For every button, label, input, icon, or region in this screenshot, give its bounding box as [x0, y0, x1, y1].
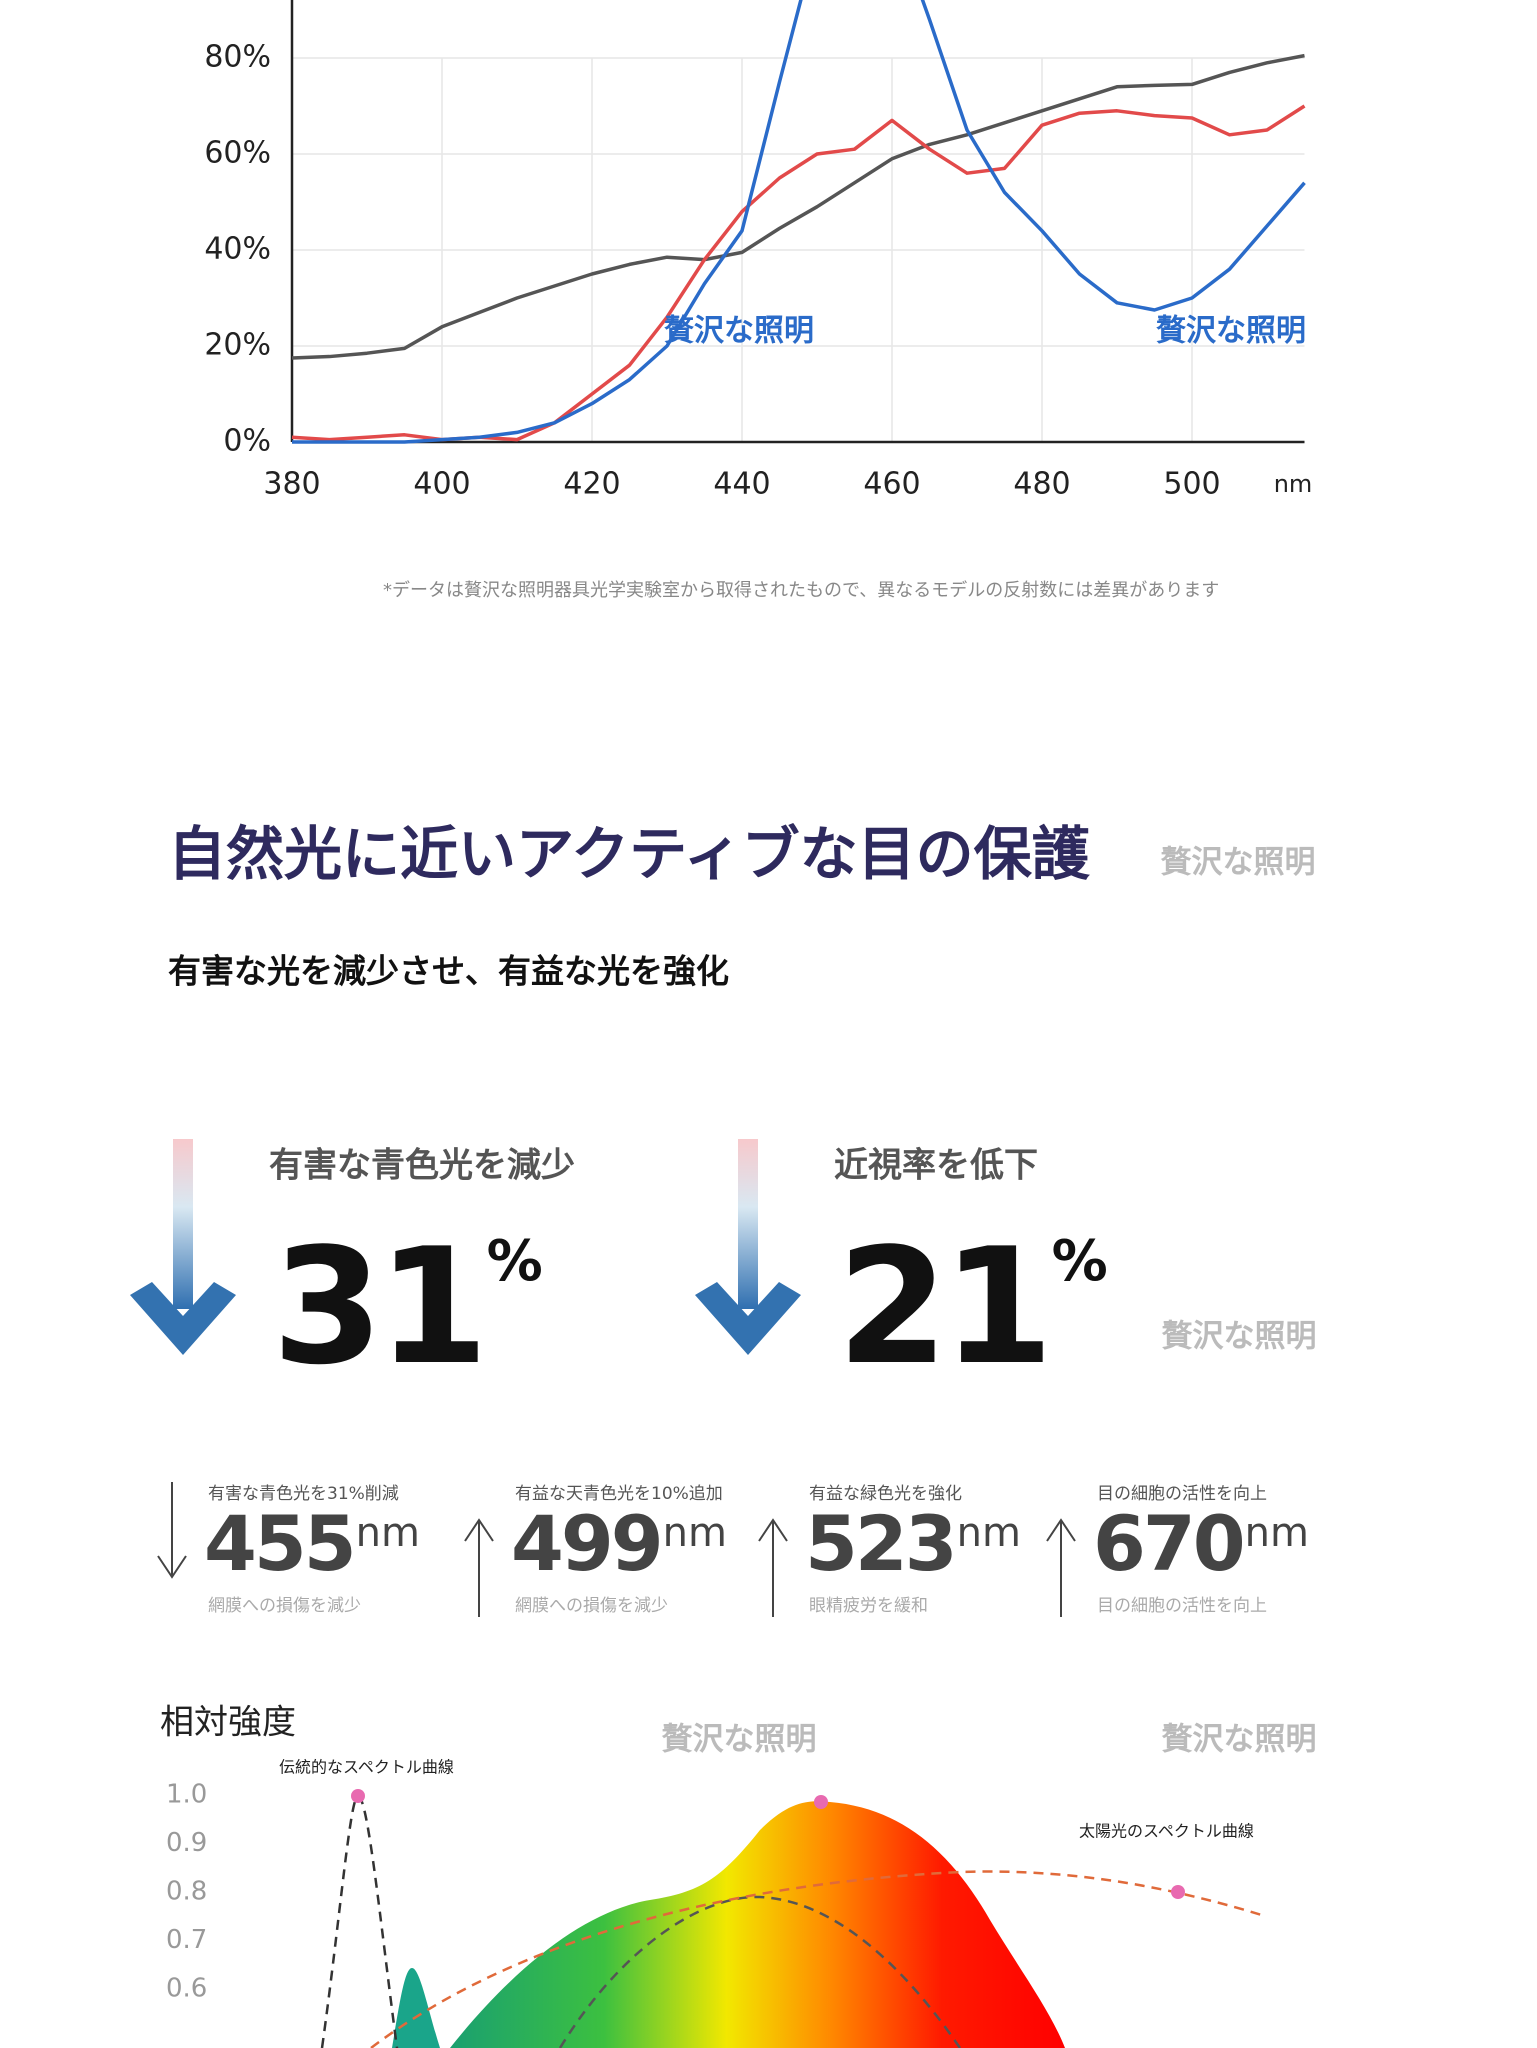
arrow-head — [130, 1282, 236, 1355]
wavelength-value: 670 — [1093, 1499, 1243, 1588]
section-title: 自然光に近いアクティブな目の保護 — [168, 820, 1091, 888]
wavelength-value: 523 — [805, 1499, 955, 1588]
wavelength-caption: 有害な青色光を31%削減 — [208, 1484, 399, 1504]
peak-dot — [814, 1795, 828, 1809]
x-tick-label: 500 — [1163, 467, 1220, 502]
stat-unit: % — [1052, 1229, 1108, 1294]
x-tick-label: 480 — [1013, 467, 1070, 502]
x-tick-label: 380 — [263, 467, 320, 502]
y-tick-label: 60% — [204, 136, 271, 171]
stat-unit: % — [487, 1229, 543, 1294]
sunlight-curve — [370, 1870, 1266, 2048]
series-line — [292, 0, 1306, 444]
wavelength-value: 499 — [511, 1499, 661, 1588]
y-tick-label: 40% — [204, 232, 271, 267]
watermark: 贅沢な照明 — [1162, 1722, 1317, 1758]
annotation: 贅沢な照明 — [1156, 314, 1306, 349]
annotation: 贅沢な照明 — [664, 314, 814, 349]
wavelength-subcaption: 目の細胞の活性を向上 — [1097, 1596, 1267, 1616]
y-tick-label: 0.6 — [166, 1974, 207, 2004]
y-tick-label: 20% — [204, 328, 271, 363]
stat-label: 有害な青色光を減少 — [269, 1146, 575, 1186]
arrow-head — [695, 1282, 801, 1355]
traditional-curve-2 — [558, 1895, 962, 2048]
stat-label: 近視率を低下 — [834, 1146, 1038, 1186]
led-spectrum — [450, 1801, 1065, 2048]
x-tick-label: 400 — [413, 467, 470, 502]
y-tick-label: 1.0 — [166, 1780, 207, 1810]
traditional-curve — [320, 1794, 399, 2048]
arrow-shaft — [173, 1139, 193, 1309]
watermark: 贅沢な照明 — [1162, 1319, 1317, 1355]
wavelength-caption: 目の細胞の活性を向上 — [1097, 1484, 1267, 1504]
wavelength-caption: 有益な緑色光を強化 — [809, 1484, 962, 1504]
arrow-up — [758, 1518, 788, 1617]
wavelength-unit: nm — [356, 1510, 420, 1556]
wavelength-caption: 有益な天青色光を10%追加 — [515, 1484, 723, 1504]
series-line — [291, 53, 1305, 360]
wavelength-unit: nm — [663, 1510, 727, 1556]
spectrum-art — [320, 1789, 1266, 2048]
x-unit: nm — [1274, 470, 1313, 498]
x-tick-label: 440 — [713, 467, 770, 502]
x-tick-label: 460 — [863, 467, 920, 502]
wavelength-value: 455 — [204, 1499, 354, 1588]
annotation: 太陽光のスペクトル曲線 — [1079, 1822, 1254, 1841]
stat-value: 21 — [837, 1213, 1048, 1400]
section-subtitle: 有害な光を減少させ、有益な光を強化 — [168, 952, 729, 991]
wavelength-subcaption: 眼精疲労を緩和 — [809, 1596, 928, 1616]
annotation: 伝統的なスペクトル曲線 — [279, 1758, 454, 1777]
wavelength-subcaption: 網膜への損傷を減少 — [515, 1596, 668, 1616]
y-tick-label: 0.7 — [166, 1925, 207, 1955]
y-tick-label: 0.8 — [166, 1877, 207, 1907]
wavelength-subcaption: 網膜への損傷を減少 — [208, 1596, 361, 1616]
arrow-shaft — [738, 1139, 758, 1309]
watermark: 贅沢な照明 — [662, 1722, 817, 1758]
watermark: 贅沢な照明 — [1161, 845, 1316, 881]
wavelength-unit: nm — [957, 1510, 1021, 1556]
arrow-up — [1046, 1518, 1076, 1617]
x-tick-label: 420 — [563, 467, 620, 502]
y-tick-label: 0.9 — [166, 1828, 207, 1858]
y-tick-label: 80% — [204, 40, 271, 75]
note: *データは贅沢な照明器具光学実験室から取得されたもので、異なるモデルの反射数には… — [383, 580, 1219, 601]
series-line — [291, 104, 1306, 442]
stat-value: 31 — [272, 1213, 483, 1400]
y-axis-label: 相対強度 — [160, 1703, 296, 1743]
y-tick-label: 0% — [223, 424, 271, 459]
wavelength-unit: nm — [1245, 1510, 1309, 1556]
arrow-up — [464, 1518, 494, 1617]
peak-dot — [1171, 1885, 1185, 1899]
peak-dot — [351, 1789, 365, 1803]
teal-bump — [392, 1968, 440, 2048]
arrow-down — [157, 1482, 187, 1579]
